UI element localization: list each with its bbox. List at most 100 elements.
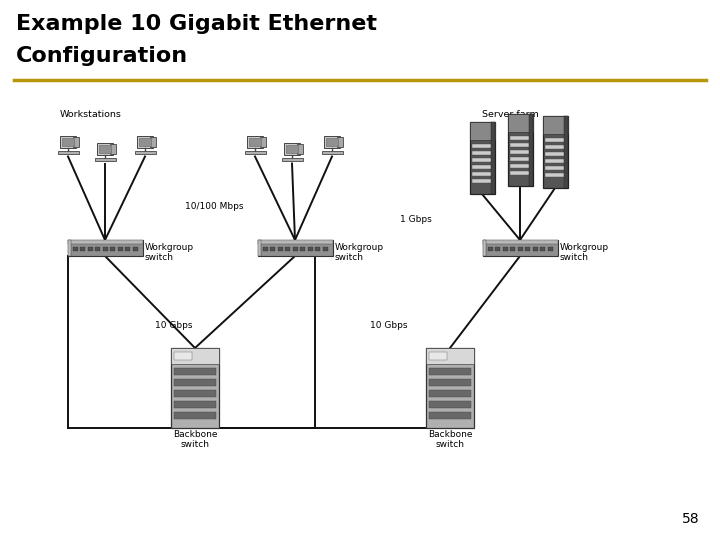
Bar [284,143,300,155]
Bar [139,138,151,146]
Bar [297,144,302,154]
Bar [99,145,112,153]
Bar [125,247,130,251]
Bar [510,143,531,147]
Bar [518,247,523,251]
Bar [429,412,471,419]
Bar [94,158,115,161]
Bar [174,412,216,419]
Bar [300,247,305,251]
Bar [88,247,92,251]
Bar [174,368,216,375]
Bar [102,247,107,251]
Bar [547,247,552,251]
Text: Workgroup
switch: Workgroup switch [335,243,384,262]
Bar [277,247,282,251]
Bar [542,116,567,134]
Bar [426,348,474,428]
Bar [258,240,333,256]
Bar [482,240,485,256]
Bar [540,247,545,251]
Bar [542,116,567,188]
Bar [322,151,343,154]
Bar [472,172,492,176]
Bar [544,145,565,149]
Bar [544,166,565,170]
Bar [68,240,143,244]
Bar [58,151,78,154]
Bar [510,164,531,168]
Bar [60,136,76,148]
Text: 1 Gbps: 1 Gbps [400,215,432,224]
Bar [132,247,138,251]
Bar [533,247,538,251]
Text: Example 10 Gigabit Ethernet: Example 10 Gigabit Ethernet [16,14,377,34]
Bar [73,247,78,251]
Bar [137,136,153,148]
Bar [487,247,492,251]
Text: Workstations: Workstations [60,110,122,119]
Bar [472,165,492,169]
Bar [510,157,531,161]
Bar [508,114,533,132]
Bar [109,144,115,154]
Bar [110,247,115,251]
Bar [324,136,341,148]
Bar [174,352,192,360]
Text: Backbone
switch: Backbone switch [428,430,472,449]
Bar [80,247,85,251]
Bar [174,401,216,408]
Bar [171,348,219,428]
Bar [96,143,113,155]
Bar [258,240,261,256]
Bar [544,173,565,177]
Bar [259,137,266,147]
Bar [426,348,474,364]
Bar [323,247,328,251]
Bar [68,240,71,256]
Bar [544,159,565,163]
Bar [73,137,78,147]
Bar [429,401,471,408]
Bar [282,158,302,161]
Bar [429,379,471,386]
Bar [544,138,565,142]
Bar [336,137,343,147]
Text: Workgroup
switch: Workgroup switch [560,243,609,262]
Bar [469,122,495,140]
Text: Configuration: Configuration [16,46,188,66]
Bar [135,151,156,154]
Bar [248,138,261,146]
Bar [510,171,531,175]
Bar [429,368,471,375]
Bar [510,136,531,140]
Bar [429,352,447,360]
Bar [482,240,557,256]
Bar [508,114,533,186]
Text: Workgroup
switch: Workgroup switch [145,243,194,262]
Bar [472,158,492,162]
Text: 10 Gbps: 10 Gbps [370,321,408,329]
Bar [525,247,530,251]
Bar [472,144,492,148]
Bar [174,390,216,397]
Bar [429,390,471,397]
Bar [247,136,264,148]
Text: 10/100 Mbps: 10/100 Mbps [185,202,243,211]
Bar [292,247,297,251]
Bar [307,247,312,251]
Bar [510,150,531,154]
Bar [544,152,565,156]
Bar [258,240,333,244]
Bar [117,247,122,251]
Text: 58: 58 [683,512,700,526]
Bar [315,247,320,251]
Bar [95,247,100,251]
Bar [263,247,268,251]
Bar [528,114,533,186]
Bar [510,247,515,251]
Bar [482,240,557,244]
Bar [150,137,156,147]
Bar [285,247,290,251]
Text: Backbone
switch: Backbone switch [173,430,217,449]
